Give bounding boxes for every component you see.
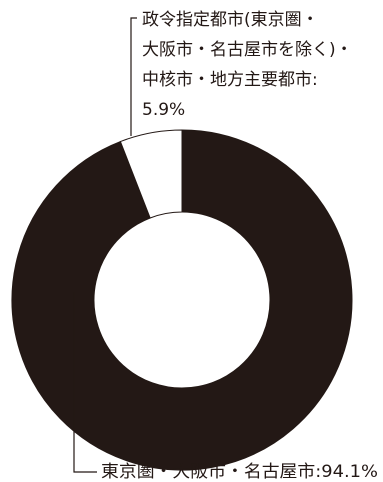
slice-label-small-line-1: 政令指定都市(東京圏・ [142,10,319,30]
donut-slice-0 [11,129,353,471]
leader-line-small-slice [130,17,137,136]
slice-label-small-line-2: 大阪市・名古屋市を除く)・ [142,40,353,60]
slice-label-small-line-4: 5.9% [142,100,185,120]
slice-label-large: 東京圏・大阪市・名古屋市:94.1% [101,462,378,482]
donut-slice-1 [119,129,183,219]
donut-slices [11,129,353,471]
slice-label-small-line-3: 中核市・地方主要都市: [142,70,318,90]
leader-line-large-slice [73,292,97,473]
leader-lines [73,17,137,473]
